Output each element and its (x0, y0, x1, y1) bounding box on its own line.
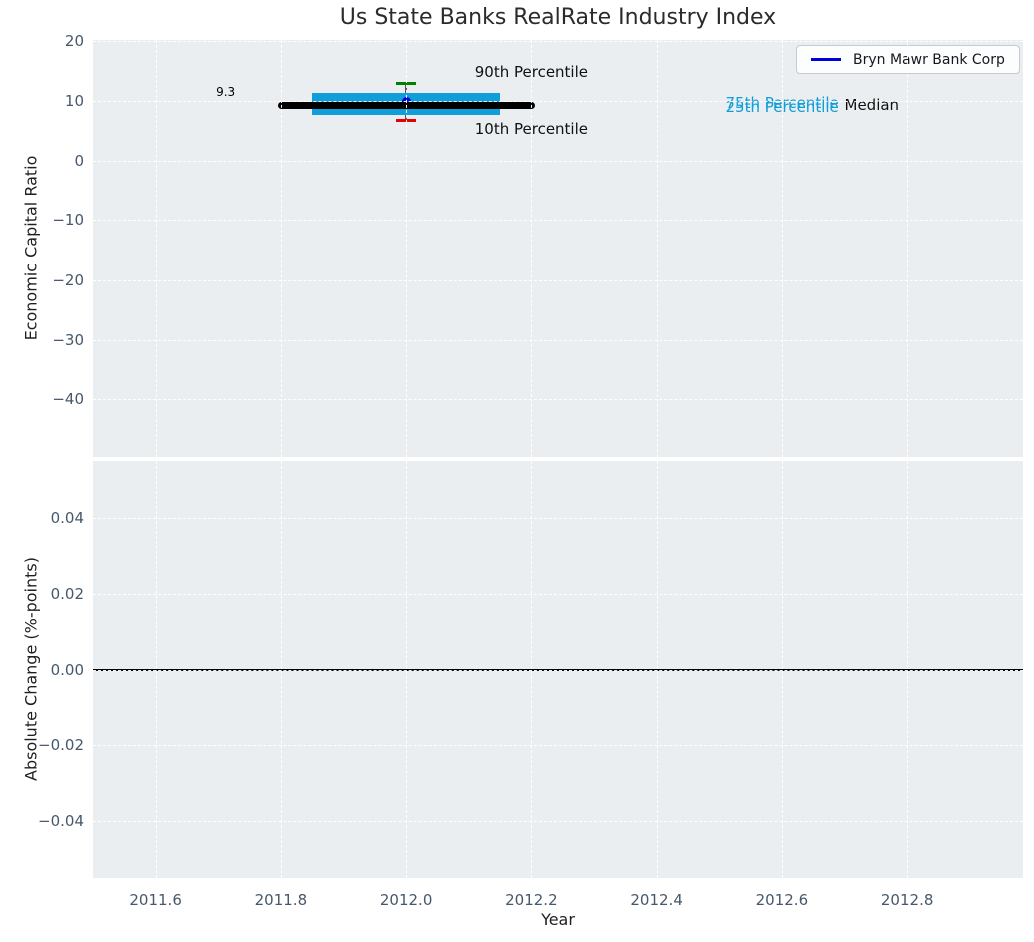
gridline (93, 669, 1023, 671)
gridline (93, 160, 1023, 162)
x-tick-label: 2012.6 (755, 891, 809, 909)
x-axis-label: Year (541, 910, 575, 929)
gridline (93, 399, 1023, 401)
gridline (781, 40, 783, 457)
gridline (907, 40, 909, 457)
gridline (280, 40, 282, 457)
y-tick-label: 20 (64, 32, 84, 51)
y-tick-label: −30 (52, 330, 84, 349)
x-tick-label: 2011.8 (254, 891, 308, 909)
top-y-axis-label: Economic Capital Ratio (21, 155, 41, 341)
gridline (93, 821, 1023, 823)
gridline (93, 517, 1023, 519)
gridline (93, 339, 1023, 341)
top-plot-area (93, 40, 1023, 457)
x-tick-label: 2012.2 (505, 891, 558, 909)
gridline (93, 41, 1023, 43)
gridline (93, 593, 1023, 595)
median-annotation: Median (844, 96, 900, 115)
gridline (93, 745, 1023, 747)
chart-title: Us State Banks RealRate Industry Index (339, 5, 777, 30)
y-tick-label: 0.00 (50, 660, 84, 679)
x-tick-label: 2011.6 (129, 891, 182, 909)
gridline (531, 40, 533, 457)
y-tick-label: −10 (52, 211, 84, 230)
y-tick-label: −0.04 (38, 812, 84, 831)
y-tick-label: 0.04 (50, 508, 84, 527)
y-tick-label: −40 (52, 390, 84, 409)
gridline (155, 40, 157, 457)
gridline (93, 279, 1023, 281)
y-tick-label: −0.02 (38, 736, 84, 755)
x-tick-label: 2012.0 (379, 891, 433, 909)
gridline (93, 101, 1023, 103)
gridline (93, 220, 1023, 222)
legend-label: Bryn Mawr Bank Corp (853, 51, 1005, 68)
y-tick-label: −20 (52, 270, 84, 289)
median-line (277, 101, 535, 109)
x-tick-label: 2012.8 (880, 891, 934, 909)
legend-line-icon (811, 58, 841, 61)
gridline (656, 40, 658, 457)
gridline (406, 40, 408, 457)
y-tick-label: 0.02 (50, 584, 84, 603)
x-tick-label: 2012.4 (630, 891, 683, 909)
median-value-annotation: 9.3 (216, 85, 236, 100)
y-tick-label: 0 (74, 151, 84, 170)
y-tick-label: 10 (64, 92, 84, 111)
